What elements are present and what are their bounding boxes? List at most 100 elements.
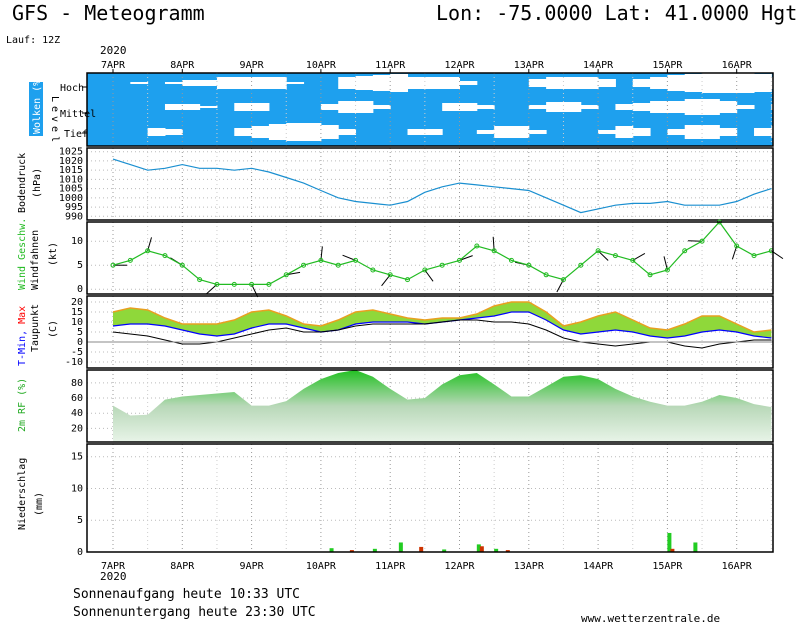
precip-bar — [667, 532, 672, 552]
cloud-cell — [736, 73, 755, 93]
wind-point — [422, 267, 428, 273]
cloud-cell — [164, 82, 183, 84]
chart-title: GFS - Meteogramm — [12, 1, 205, 25]
cloud-cell — [580, 105, 599, 109]
cloud-cell — [702, 73, 720, 93]
wind-point — [387, 272, 393, 278]
date-label-bottom: 12APR — [444, 561, 475, 572]
wind-point — [283, 272, 289, 278]
wind-point — [110, 262, 116, 268]
cloud-cell — [511, 126, 530, 138]
cloud-cell — [476, 105, 495, 109]
panel-frame — [86, 443, 774, 553]
cloud-cell — [563, 102, 582, 112]
wind-point — [543, 272, 549, 278]
date-label-bottom: 9APR — [240, 561, 265, 572]
date-axes: 7APR 7APR 8APR 8APR 9APR 9APR 10APR 10APR 11APR 1… — [101, 60, 753, 572]
panel-frame — [86, 295, 774, 369]
cloud-cell — [546, 102, 564, 112]
cloud-cell — [459, 103, 478, 111]
ytick-label: 0 — [77, 547, 83, 558]
date-label-bottom: 11APR — [375, 561, 406, 572]
precip-bar — [372, 548, 377, 552]
source-site: www.wetterzentrale.de — [581, 612, 720, 625]
date-label-bottom: 15APR — [652, 561, 683, 572]
ytick-label: 20 — [71, 423, 83, 434]
date-label-top: 8APR — [170, 60, 195, 71]
ytick-label: 1000 — [59, 193, 83, 204]
wind-point — [751, 253, 757, 259]
cloud-cell — [390, 74, 409, 92]
cloud-cell — [147, 128, 166, 136]
cloud-panel — [82, 72, 800, 147]
cloud-cell — [788, 80, 800, 86]
cloud-cell — [338, 129, 357, 135]
temp-axis-title: T-Min, Max — [17, 306, 28, 366]
cloud-cell — [719, 73, 738, 93]
level-hoch: Hoch — [60, 83, 84, 94]
wind-point — [318, 257, 324, 263]
cloud-cell — [320, 104, 339, 110]
cloud-cell — [684, 99, 703, 115]
ytick-label: 990 — [65, 211, 83, 222]
date-label-top: 11APR — [375, 60, 406, 71]
wind-point — [405, 277, 411, 283]
ytick-label: 15 — [71, 307, 83, 318]
date-label-bottom: 16APR — [722, 561, 753, 572]
cloud-cell — [251, 126, 270, 138]
cloud-cell — [407, 77, 426, 89]
wind-point — [612, 253, 618, 259]
wind-point — [353, 257, 359, 263]
wind-point — [595, 248, 601, 254]
cloud-cell — [650, 101, 668, 113]
level-mittel: Mittel — [60, 109, 96, 120]
cloud-cell — [268, 124, 287, 140]
precip-bar — [329, 548, 334, 552]
pressure-unit: (hPa) — [32, 168, 43, 198]
wind-point — [647, 272, 653, 278]
cloud-cell — [234, 77, 253, 89]
cloud-cell — [130, 82, 149, 84]
ytick-label: 1020 — [59, 156, 83, 167]
panel-frame — [86, 221, 774, 295]
wind-point — [664, 267, 670, 273]
cloud-cell — [442, 103, 460, 111]
wind-point — [526, 262, 532, 268]
cloud-cell — [667, 129, 686, 135]
sunset-text: Sonnenuntergang heute 23:30 UTC — [73, 605, 316, 620]
wind-point — [682, 248, 688, 254]
cloud-cell — [424, 77, 443, 89]
wind-unit: (kt) — [48, 242, 59, 266]
cloud-cell — [719, 101, 738, 113]
cloud-cell — [494, 126, 512, 138]
wind-barb-label: Windfahnen — [30, 230, 41, 290]
cloud-cell — [546, 77, 564, 89]
cloud-side-label: Wolken (%) Level Hoch Mittel Tief — [29, 74, 96, 146]
ytick-label: 5 — [77, 515, 83, 526]
level-tief: Tief — [64, 129, 88, 140]
panel-frame — [86, 369, 774, 443]
ytick-label: 10 — [71, 317, 83, 328]
precip-axis-title: Niederschlag — [17, 458, 28, 530]
cloud-cell — [632, 128, 651, 136]
cloud-cell — [598, 79, 616, 87]
wind-point — [699, 238, 705, 244]
precip-unit: (mm) — [34, 492, 45, 516]
wind-point — [249, 281, 255, 287]
wind-point — [214, 281, 220, 287]
dewpoint-label: Taupunkt — [30, 304, 41, 352]
cloud-cell — [164, 104, 183, 110]
wind-point — [231, 281, 237, 287]
ytick-label: 1005 — [59, 184, 83, 195]
pressure-axis-title: Bodendruck — [17, 153, 28, 213]
ytick-label: 5 — [77, 327, 83, 338]
date-label-bottom: 7APR — [101, 561, 126, 572]
cloud-cell — [528, 79, 547, 87]
cloud-cell — [286, 82, 305, 84]
date-label-bottom: 8APR — [170, 561, 195, 572]
cloud-cell — [615, 126, 634, 138]
cloud-cell — [355, 101, 374, 113]
wind-point — [197, 277, 203, 283]
cloud-cell — [580, 77, 599, 89]
cloud-cell — [303, 123, 322, 141]
